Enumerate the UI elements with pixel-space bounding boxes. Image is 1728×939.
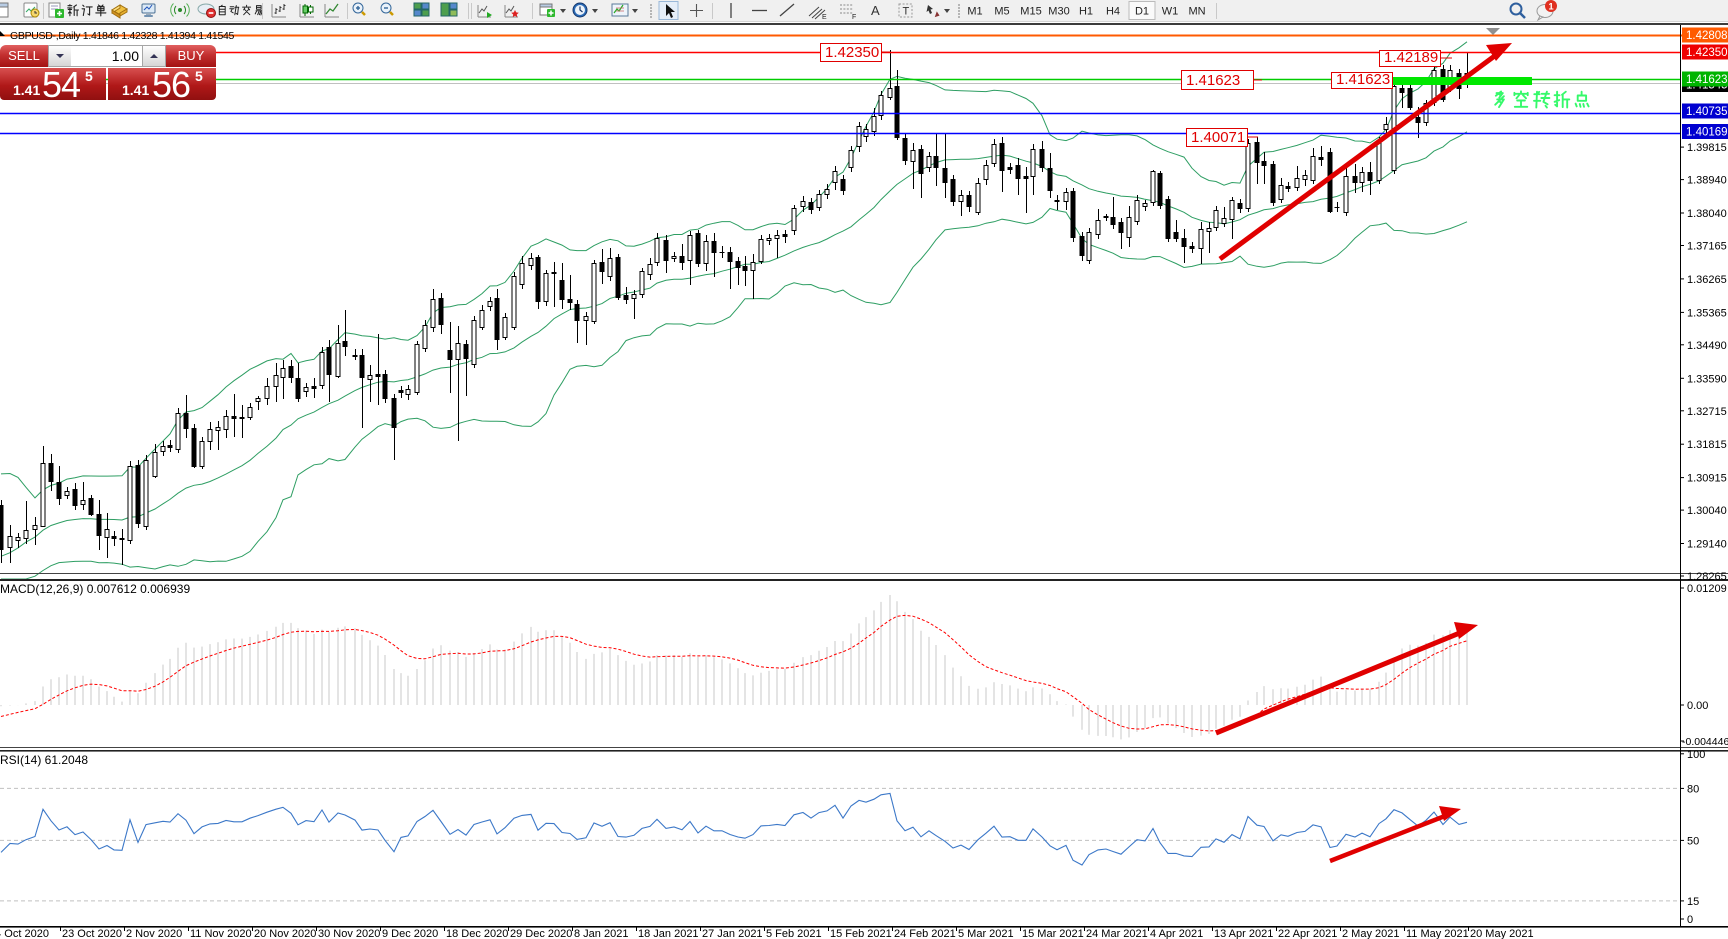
svg-text:0.01209: 0.01209	[1687, 583, 1727, 595]
svg-text:1.34490: 1.34490	[1687, 340, 1727, 352]
svg-text:1.37165: 1.37165	[1687, 241, 1727, 253]
svg-text:1.30915: 1.30915	[1687, 473, 1727, 485]
svg-text:1.41623: 1.41623	[1336, 71, 1390, 88]
svg-text:1.42808: 1.42808	[1686, 30, 1728, 42]
svg-text:1.38040: 1.38040	[1687, 208, 1727, 220]
svg-text:18 Jan 2021: 18 Jan 2021	[638, 928, 699, 939]
svg-text:1.42189: 1.42189	[1384, 49, 1438, 66]
svg-text:1.35365: 1.35365	[1687, 307, 1727, 319]
svg-text:1.42350: 1.42350	[825, 44, 879, 61]
svg-text:0.00: 0.00	[1687, 700, 1708, 712]
svg-text:20 May 2021: 20 May 2021	[1470, 928, 1534, 939]
svg-text:14 Oct 2020: 14 Oct 2020	[0, 928, 49, 939]
svg-text:1.41623: 1.41623	[1686, 74, 1728, 86]
svg-text:1: 1	[1548, 2, 1554, 13]
svg-text:2 May 2021: 2 May 2021	[1342, 928, 1399, 939]
svg-text:1.40169: 1.40169	[1686, 127, 1728, 139]
svg-text:M30: M30	[1048, 6, 1069, 18]
svg-text:-0.004446: -0.004446	[1682, 736, 1728, 748]
svg-text:29 Dec 2020: 29 Dec 2020	[510, 928, 572, 939]
svg-text:0: 0	[1687, 914, 1693, 926]
svg-text:1.33590: 1.33590	[1687, 373, 1727, 385]
svg-text:15 Feb 2021: 15 Feb 2021	[830, 928, 892, 939]
svg-text:30 Nov 2020: 30 Nov 2020	[318, 928, 380, 939]
svg-text:H1: H1	[1079, 6, 1093, 18]
svg-text:M5: M5	[994, 6, 1009, 18]
svg-text:MN: MN	[1188, 6, 1205, 18]
svg-text:50: 50	[1687, 835, 1699, 847]
svg-text:MACD(12,26,9) 0.007612 0.00693: MACD(12,26,9) 0.007612 0.006939	[0, 582, 190, 596]
svg-text:18 Dec 2020: 18 Dec 2020	[446, 928, 508, 939]
svg-text:1.30040: 1.30040	[1687, 505, 1727, 517]
svg-text:15: 15	[1687, 896, 1699, 908]
svg-text:2 Nov 2020: 2 Nov 2020	[126, 928, 182, 939]
svg-text:80: 80	[1687, 783, 1699, 795]
svg-text:4 Apr 2021: 4 Apr 2021	[1150, 928, 1203, 939]
svg-text:23 Oct 2020: 23 Oct 2020	[62, 928, 122, 939]
svg-text:H4: H4	[1106, 6, 1120, 18]
svg-text:1.38940: 1.38940	[1687, 175, 1727, 187]
svg-text:5 Feb 2021: 5 Feb 2021	[766, 928, 822, 939]
svg-text:E: E	[822, 14, 827, 21]
svg-text:1.41623: 1.41623	[1186, 72, 1240, 89]
svg-text:1.42350: 1.42350	[1686, 47, 1728, 59]
svg-text:1.39815: 1.39815	[1687, 142, 1727, 154]
svg-text:1.40735: 1.40735	[1686, 106, 1728, 118]
svg-text:13 Apr 2021: 13 Apr 2021	[1214, 928, 1273, 939]
svg-text:1.32715: 1.32715	[1687, 406, 1727, 418]
svg-text:9 Dec 2020: 9 Dec 2020	[382, 928, 438, 939]
svg-text:11 Nov 2020: 11 Nov 2020	[190, 928, 252, 939]
svg-text:8 Jan 2021: 8 Jan 2021	[574, 928, 628, 939]
svg-text:1.36265: 1.36265	[1687, 274, 1727, 286]
svg-text:1.28265: 1.28265	[1687, 571, 1727, 583]
svg-text:27 Jan 2021: 27 Jan 2021	[702, 928, 763, 939]
svg-text:1.29140: 1.29140	[1687, 539, 1727, 551]
svg-text:24 Mar 2021: 24 Mar 2021	[1086, 928, 1148, 939]
svg-text:20 Nov 2020: 20 Nov 2020	[254, 928, 316, 939]
svg-text:T: T	[903, 6, 910, 18]
svg-text:5 Mar 2021: 5 Mar 2021	[958, 928, 1014, 939]
svg-text:100: 100	[1687, 749, 1705, 761]
svg-text:GBPUSD-,Daily 1.41846 1.42328: GBPUSD-,Daily 1.41846 1.42328 1.41394 1.…	[10, 30, 235, 42]
svg-text:F: F	[852, 14, 856, 21]
svg-text:11 May 2021: 11 May 2021	[1406, 928, 1469, 939]
svg-text:A: A	[871, 3, 880, 18]
svg-text:M15: M15	[1020, 6, 1041, 18]
svg-text:M1: M1	[967, 6, 982, 18]
svg-text:D1: D1	[1135, 6, 1149, 18]
svg-text:W1: W1	[1162, 6, 1179, 18]
svg-text:1.40071: 1.40071	[1191, 129, 1245, 146]
svg-text:22 Apr 2021: 22 Apr 2021	[1278, 928, 1337, 939]
svg-text:1.31815: 1.31815	[1687, 439, 1727, 451]
svg-text:RSI(14) 61.2048: RSI(14) 61.2048	[0, 753, 88, 767]
svg-text:24 Feb 2021: 24 Feb 2021	[894, 928, 956, 939]
svg-text:15 Mar 2021: 15 Mar 2021	[1022, 928, 1084, 939]
